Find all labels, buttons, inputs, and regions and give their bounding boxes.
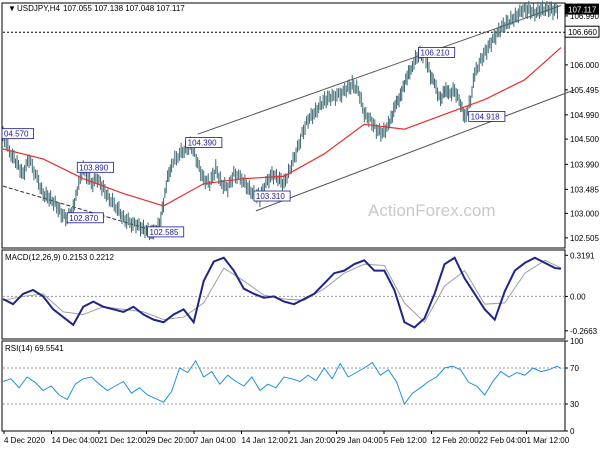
- macd-ytick-label: -0.2663: [570, 327, 598, 336]
- price-ytick-label: 103.000: [570, 209, 599, 218]
- price-annotation-box: [418, 47, 456, 58]
- last-price-tag: [565, 3, 599, 15]
- channel-lower-line: [255, 89, 576, 212]
- x-tick-label: 14 Dec 04:00: [52, 436, 100, 445]
- chart-title-arrow-icon: ▼: [8, 4, 16, 13]
- price-annotation-box: [1, 128, 35, 140]
- price-annotation-box: [147, 226, 185, 238]
- chart-symbol: USDJPY,H4: [17, 4, 61, 13]
- price-annotation-label: 103.890: [79, 163, 108, 172]
- price-annotation-box: [253, 190, 291, 202]
- price-ytick-label: 106.000: [570, 61, 599, 70]
- x-tick-label: 21 Dec 12:00: [99, 436, 147, 445]
- price-annotation-box: [66, 212, 104, 224]
- macd-signal-line: [2, 259, 562, 324]
- watermark: ActionForex.com: [368, 201, 496, 220]
- price-frame: [1, 2, 566, 249]
- x-tick-label: 7 Jan 04:00: [194, 436, 236, 445]
- price-ytick-label: 104.990: [570, 111, 599, 120]
- rsi-ytick-label: 100: [570, 337, 584, 346]
- rsi-line: [2, 359, 562, 406]
- price-ytick-label: 106.990: [570, 12, 599, 21]
- rsi-frame: [1, 340, 566, 432]
- horizontal-level-label: 106.660: [568, 28, 597, 37]
- macd-ytick-label: 0.3191: [570, 251, 595, 260]
- x-tick-label: 29 Dec 20:00: [147, 436, 195, 445]
- horizontal-level-tag: [564, 25, 600, 38]
- rsi-ytick-label: 0: [570, 427, 575, 436]
- chart-ohlc: 107.055 107.138 107.048 107.117: [63, 4, 185, 13]
- price-ytick-label: 102.505: [570, 234, 599, 243]
- price-ytick-label: 103.485: [570, 185, 599, 194]
- x-tick-label: 5 Feb 12:00: [384, 436, 427, 445]
- x-tick-label: 29 Jan 04:00: [337, 436, 384, 445]
- price-annotation-label: 04.570: [4, 130, 29, 139]
- price-annotation-label: 104.390: [188, 139, 217, 148]
- price-ytick-label: 104.500: [570, 135, 599, 144]
- rsi-ytick-label: 30: [570, 400, 579, 409]
- x-tick-label: 4 Dec 2020: [4, 436, 45, 445]
- price-annotation-label: 102.870: [69, 214, 98, 223]
- macd-title: MACD(12,26,9) 0.2153 0.2212: [5, 253, 115, 262]
- price-ytick-label: 105.495: [570, 86, 599, 95]
- last-price-label: 107.117: [568, 6, 597, 15]
- price-annotation-label: 106.210: [421, 48, 450, 57]
- rsi-panel: RSI(14) 69.5541 100 70 30 0: [1, 337, 584, 436]
- x-tick-label: 12 Feb 20:00: [432, 436, 480, 445]
- x-axis: 4 Dec 2020 14 Dec 04:00 21 Dec 12:00 29 Dec…: [3, 431, 570, 445]
- price-annotation-box: [76, 161, 114, 173]
- rsi-ytick-label: 70: [570, 364, 579, 373]
- price-annotation-box: [468, 111, 506, 122]
- price-annotation-label: 104.918: [471, 112, 500, 121]
- price-panel: 106.990 106.000 105.495 104.990 104.500 103.9…: [1, 0, 600, 249]
- x-tick-label: 1 Mar 12:00: [527, 436, 570, 445]
- falling-trend-line: [2, 185, 154, 232]
- price-annotation-label: 102.585: [150, 228, 179, 237]
- macd-frame: [1, 249, 566, 340]
- price-annotation-label: 103.310: [256, 192, 285, 201]
- x-tick-label: 14 Jan 12:00: [242, 436, 289, 445]
- price-ytick-label: 103.990: [570, 160, 599, 169]
- x-tick-label: 21 Jan 20:00: [289, 436, 336, 445]
- macd-line: [2, 256, 562, 329]
- x-tick-label: 22 Feb 04:00: [479, 436, 527, 445]
- macd-ytick-label: 0.00: [570, 292, 586, 301]
- macd-panel: MACD(12,26,9) 0.2153 0.2212 0.3191 0.00 -0.…: [1, 249, 598, 340]
- price-annotation-box: [185, 137, 223, 148]
- moving-average-line: [2, 47, 562, 207]
- rsi-title: RSI(14) 69.5541: [5, 344, 64, 353]
